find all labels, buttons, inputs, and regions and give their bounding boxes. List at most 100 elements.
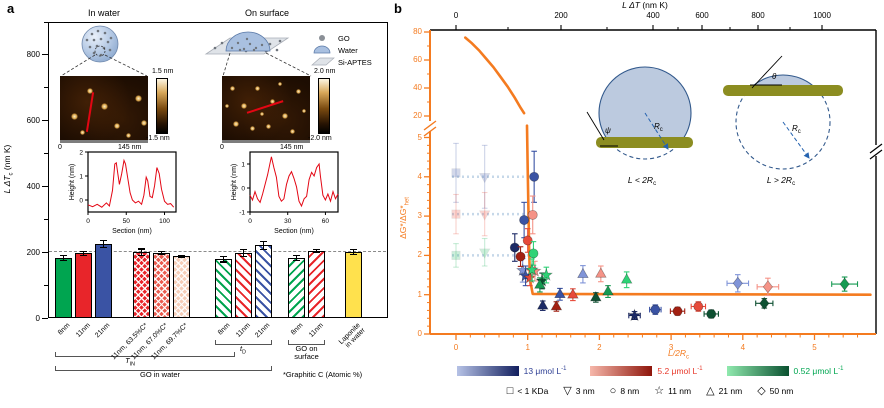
y-minor-tick bbox=[44, 218, 48, 220]
diagram-l-greater-2rc: θ Rc L > 2Rc bbox=[723, 55, 843, 187]
error-bar-cap bbox=[313, 248, 320, 251]
error-bar-cap bbox=[240, 248, 247, 251]
y-tick-label: 200 bbox=[26, 247, 40, 257]
size-legend-item: ◇ 50 nm bbox=[757, 386, 794, 397]
axis-break-icon bbox=[423, 126, 437, 137]
error-bar-cap bbox=[260, 240, 267, 242]
y-minor-tick bbox=[44, 87, 48, 89]
diagram-caption: L < 2Rc bbox=[628, 175, 656, 187]
bar bbox=[308, 251, 325, 318]
error-bar bbox=[352, 249, 355, 255]
x-tick-label: 4 bbox=[740, 343, 746, 352]
size-legend-label: 21 nm bbox=[718, 386, 743, 396]
bar bbox=[95, 244, 112, 318]
x-tick-label: 0 bbox=[453, 343, 459, 352]
error-bar bbox=[262, 241, 265, 250]
afm-image-in-water bbox=[60, 76, 148, 140]
afm-spot bbox=[100, 102, 108, 110]
afm-spot bbox=[114, 123, 120, 129]
error-bar bbox=[62, 255, 65, 261]
svg-text:0: 0 bbox=[241, 185, 245, 192]
siaptes-legend-icon bbox=[311, 57, 335, 66]
panel-a-label: a bbox=[7, 1, 15, 16]
critical-nucleus-dashed bbox=[614, 148, 676, 160]
afm-colorbar bbox=[156, 78, 168, 134]
afm-spot bbox=[233, 121, 239, 127]
size-symbol-icon: △ bbox=[706, 385, 715, 397]
x-tick-label: 2 bbox=[597, 343, 602, 352]
afm-spot bbox=[302, 109, 306, 113]
error-bar-cap bbox=[350, 254, 357, 256]
afm-scale-end: 145 nm bbox=[280, 144, 304, 151]
size-legend-label: 50 nm bbox=[769, 386, 794, 396]
svg-text:0: 0 bbox=[248, 218, 252, 225]
error-bar-cap bbox=[158, 250, 165, 253]
top-tick-label: 1000 bbox=[813, 11, 831, 20]
svg-text:50: 50 bbox=[123, 218, 131, 225]
graphitic-c-footnote: *Graphitic C (Atomic %) bbox=[283, 370, 363, 379]
svg-text:0: 0 bbox=[86, 218, 90, 225]
svg-text:-1: -1 bbox=[239, 209, 245, 216]
y-tick-label: 3 bbox=[417, 211, 422, 221]
error-bar-cap bbox=[138, 254, 145, 257]
error-bar bbox=[82, 251, 85, 256]
connector-line bbox=[104, 54, 148, 77]
error-bar-cap bbox=[220, 261, 227, 263]
bar bbox=[153, 253, 170, 318]
afm-colorbar-min: -1.5 nm bbox=[146, 135, 170, 142]
error-bar-cap bbox=[100, 246, 107, 248]
afm-spot bbox=[249, 125, 255, 131]
afm-scale-end: 145 nm bbox=[118, 144, 142, 151]
x-tick-label: 5 bbox=[812, 343, 817, 352]
error-bar-cap bbox=[100, 240, 107, 242]
concentration-legend: 13 μmol L-1 5.2 μmol L-1 0.52 μmol L-1 bbox=[424, 366, 876, 376]
concentration-gradient-swatch bbox=[456, 366, 519, 376]
y-tick-label: 800 bbox=[26, 50, 40, 60]
afm-spot bbox=[241, 103, 247, 109]
size-legend-label: < 1 KDa bbox=[517, 386, 549, 396]
y-tick bbox=[42, 185, 48, 188]
panel-a: a L ΔTc (nm K) In water On surface bbox=[0, 0, 390, 408]
bracket-go-in-water-label: GO in water bbox=[139, 370, 180, 379]
contact-angle-line bbox=[751, 55, 783, 89]
size-symbol-icon: ▽ bbox=[563, 385, 572, 397]
go-dots-in-droplet bbox=[85, 29, 113, 57]
y-tick bbox=[42, 317, 48, 319]
on-surface-title: On surface bbox=[244, 8, 290, 18]
reference-dashed-line bbox=[49, 251, 386, 253]
error-bar-cap bbox=[178, 254, 185, 256]
concentration-legend-label: 13 μmol L-1 bbox=[523, 366, 567, 376]
afm-colorbar-max: 2.0 nm bbox=[314, 68, 336, 75]
error-bar-cap bbox=[178, 257, 185, 259]
top-tick-label: 400 bbox=[646, 11, 660, 20]
error-bar-cap bbox=[80, 254, 87, 256]
error-bar bbox=[315, 249, 318, 253]
y-tick-label: 600 bbox=[26, 116, 40, 126]
error-bar-cap bbox=[220, 256, 227, 258]
y-minor-tick bbox=[44, 21, 48, 23]
y-tick bbox=[42, 251, 48, 253]
y-tick-label: 400 bbox=[26, 181, 40, 191]
error-bar-cap bbox=[293, 260, 300, 262]
afm-spot bbox=[295, 88, 301, 94]
connector-line bbox=[222, 52, 231, 77]
svg-text:0: 0 bbox=[79, 197, 83, 204]
error-bar bbox=[160, 251, 163, 255]
error-bar-cap bbox=[240, 255, 247, 257]
afm-scale-start: 0 bbox=[58, 144, 62, 151]
y-tick-label: 80 bbox=[413, 27, 422, 36]
svg-text:30: 30 bbox=[284, 218, 292, 225]
error-bar bbox=[180, 255, 183, 258]
connector-line bbox=[60, 54, 96, 77]
svg-text:Section (nm): Section (nm) bbox=[112, 228, 152, 235]
bar bbox=[215, 259, 232, 318]
panel-b-label: b bbox=[394, 1, 402, 16]
x-tick-label: 3 bbox=[668, 343, 674, 352]
afm-scalebar bbox=[60, 140, 148, 143]
radius-label: Rc bbox=[792, 124, 801, 135]
afm-spot bbox=[141, 120, 147, 126]
afm-spot bbox=[134, 94, 142, 102]
afm-spot bbox=[87, 88, 93, 94]
zoom-circle-icon bbox=[94, 45, 106, 57]
